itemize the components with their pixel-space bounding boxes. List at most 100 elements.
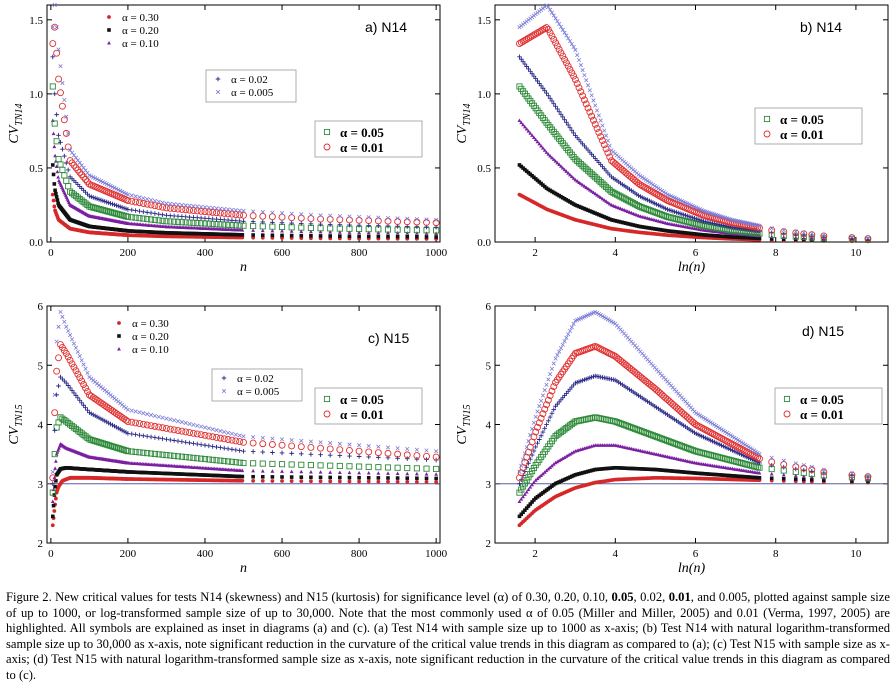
data-point — [555, 459, 560, 464]
data-point — [241, 448, 246, 454]
data-point — [577, 204, 581, 209]
data-point — [769, 455, 774, 460]
data-point — [250, 219, 256, 224]
data-point — [524, 445, 529, 450]
data-point — [582, 184, 587, 188]
data-point — [640, 175, 645, 180]
data-point — [707, 472, 711, 476]
data-point — [168, 417, 173, 422]
data-point — [434, 449, 439, 454]
data-point — [66, 157, 74, 164]
data-point — [689, 470, 693, 475]
data-point — [717, 473, 722, 477]
data-point — [517, 118, 522, 123]
data-point — [186, 454, 193, 461]
data-point — [155, 423, 163, 431]
data-point — [270, 233, 275, 238]
data-point — [579, 471, 583, 476]
legend-marker — [117, 334, 121, 338]
legend-group3: α = 0.05α = 0.01 — [314, 387, 423, 425]
data-point — [171, 213, 177, 219]
data-point — [584, 185, 589, 189]
data-point — [604, 199, 608, 203]
data-point — [53, 188, 57, 193]
data-point — [202, 425, 208, 430]
data-point — [662, 468, 666, 473]
data-point — [658, 227, 663, 232]
data-point — [572, 156, 579, 163]
data-point — [781, 228, 786, 233]
data-point — [553, 104, 558, 109]
legend-box — [774, 387, 883, 425]
data-point — [558, 346, 564, 351]
data-point — [640, 183, 648, 191]
data-point — [793, 461, 798, 466]
data-point — [78, 377, 86, 385]
data-point — [289, 451, 294, 456]
data-point — [602, 466, 607, 471]
data-point — [270, 479, 275, 483]
data-point — [213, 433, 220, 441]
data-point — [642, 225, 646, 229]
data-point — [217, 457, 224, 464]
data-point — [405, 234, 410, 239]
data-point — [260, 228, 265, 233]
data-point — [327, 452, 333, 458]
data-point — [601, 182, 608, 189]
data-point — [577, 161, 584, 168]
data-point — [103, 441, 110, 448]
data-point — [365, 463, 372, 470]
data-point — [645, 178, 650, 184]
data-point — [583, 165, 590, 173]
data-point — [366, 454, 372, 460]
legend-label: α = 0.05 — [800, 392, 844, 407]
data-point — [660, 228, 664, 232]
data-point — [50, 469, 55, 474]
data-point — [609, 466, 614, 470]
data-point — [517, 481, 522, 487]
data-point — [598, 195, 603, 200]
data-point — [356, 463, 363, 470]
data-point — [210, 216, 215, 222]
data-point — [683, 470, 688, 474]
data-point — [395, 446, 400, 451]
data-point — [557, 49, 565, 57]
data-point — [651, 189, 659, 197]
data-point — [687, 231, 691, 236]
data-point — [540, 85, 546, 91]
data-point — [347, 453, 352, 459]
data-point — [139, 200, 147, 207]
data-point — [434, 235, 438, 239]
data-point — [547, 414, 553, 420]
data-point — [132, 214, 139, 221]
data-point — [65, 383, 71, 388]
data-point — [50, 163, 55, 167]
data-point — [651, 467, 655, 472]
data-point — [337, 479, 342, 484]
data-point — [559, 457, 563, 462]
data-point — [687, 416, 695, 424]
data-point — [768, 458, 776, 466]
data-point — [268, 441, 276, 448]
legend-label: α = 0.01 — [800, 407, 844, 422]
data-point — [526, 504, 531, 508]
data-point — [544, 150, 549, 154]
data-point — [357, 234, 361, 239]
data-point — [520, 59, 526, 64]
data-point — [596, 194, 601, 198]
data-point — [318, 229, 323, 234]
data-point — [151, 422, 159, 430]
data-point — [236, 222, 243, 229]
data-point — [680, 470, 684, 474]
data-point — [152, 435, 158, 440]
data-point — [251, 209, 256, 214]
data-point — [517, 469, 522, 474]
data-point — [195, 204, 200, 209]
data-point — [526, 129, 531, 133]
data-point — [781, 237, 786, 242]
data-point — [51, 198, 56, 203]
data-point — [288, 442, 296, 450]
data-point — [535, 409, 540, 414]
data-point — [63, 177, 70, 184]
data-point — [714, 423, 719, 429]
